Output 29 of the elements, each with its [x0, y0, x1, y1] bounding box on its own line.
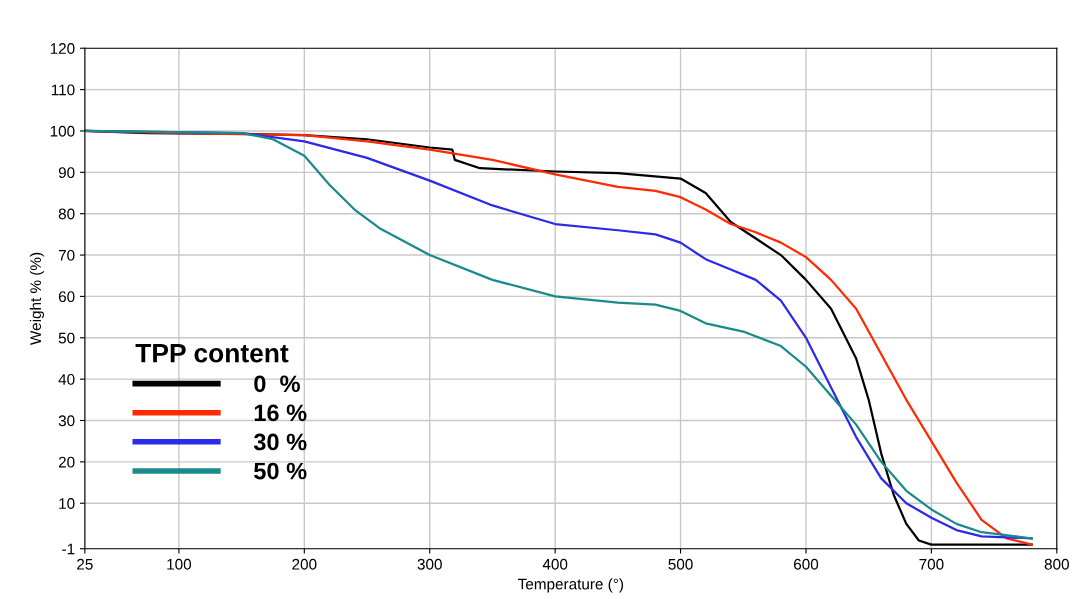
y-tick-label: 120 [50, 43, 75, 54]
legend-title: TPP content [135, 344, 289, 363]
x-tick-label: 100 [167, 558, 192, 570]
x-tick-label: 600 [794, 558, 819, 570]
legend-label: 30 % [253, 433, 307, 451]
y-tick-label: 80 [58, 208, 75, 220]
y-tick-label: 90 [58, 167, 75, 179]
legend-label: 0 % [254, 375, 300, 393]
x-tick-label: 500 [668, 558, 693, 570]
y-tick-label: 70 [58, 249, 75, 261]
y-tick-label: 50 [58, 332, 75, 344]
y-tick-label: 20 [58, 456, 75, 468]
x-tick-label: 200 [292, 558, 317, 570]
y-tick-label: -1 [62, 543, 75, 555]
x-tick-label: 800 [1044, 558, 1069, 570]
y-tick-label: 40 [58, 374, 75, 385]
legend-label: 16 % [254, 404, 307, 422]
x-tick-label: 400 [542, 558, 568, 570]
x-tick-label: 300 [417, 558, 442, 570]
y-tick-label: 100 [50, 125, 75, 137]
x-tick-label: 25 [77, 558, 93, 570]
legend-label: 50 % [254, 462, 307, 480]
x-axis-title: Temperature (°) [518, 578, 624, 593]
y-tick-label: 10 [59, 498, 75, 509]
y-tick-label: 60 [58, 291, 75, 303]
y-tick-label: 110 [51, 84, 75, 96]
x-tick-label: 700 [919, 558, 944, 570]
y-axis-title: Weight % (%) [29, 252, 45, 345]
y-tick-label: 30 [58, 415, 75, 427]
